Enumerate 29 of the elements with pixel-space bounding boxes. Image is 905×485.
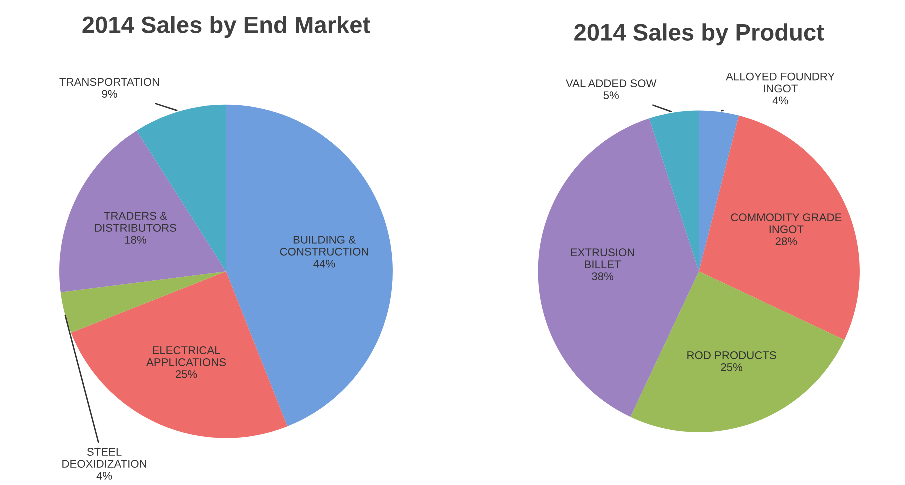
data-label: 28%	[776, 238, 798, 246]
chart-title: 2014 Sales by Product	[574, 24, 824, 46]
slice-label: BUILDING & CONSTRUCTION	[280, 236, 368, 256]
slice-label: ROD PRODUCTS	[688, 352, 776, 360]
slice-label: EXTRUSION BILLET	[571, 248, 634, 268]
slice-label: COMMODITY GRADE INGOT	[731, 214, 842, 234]
data-label: 25%	[176, 370, 198, 378]
chart-title: 2014 Sales by End Market	[82, 16, 370, 38]
data-label: 38%	[592, 272, 614, 280]
data-label: 9%	[102, 90, 118, 98]
data-label: 44%	[314, 260, 336, 268]
pie-slice	[699, 116, 860, 340]
pie-slice	[60, 130, 226, 292]
slice-label: TRADERS & DISTRIBUTORS	[95, 212, 176, 232]
data-label: 25%	[721, 364, 743, 372]
pie-slice	[226, 104, 393, 427]
slice-label: TRANSPORTATION	[60, 78, 160, 86]
pie-slice	[649, 110, 700, 272]
data-label: 4%	[772, 96, 788, 105]
data-label: 5%	[604, 92, 619, 100]
pie-slice	[630, 272, 845, 432]
slice-label: ALLOYED FOUNDRY INGOT	[726, 72, 835, 93]
data-label: 4%	[96, 472, 112, 480]
slice-label: VAL ADDED SOW	[566, 80, 657, 88]
slice-label: STEEL DEOXIDIZATION	[62, 448, 146, 468]
slice-label: ELECTRICAL APPLICATIONS	[146, 346, 226, 366]
pie-slice	[60, 272, 226, 333]
pie-slice	[71, 272, 288, 438]
data-label: 18%	[125, 236, 146, 244]
